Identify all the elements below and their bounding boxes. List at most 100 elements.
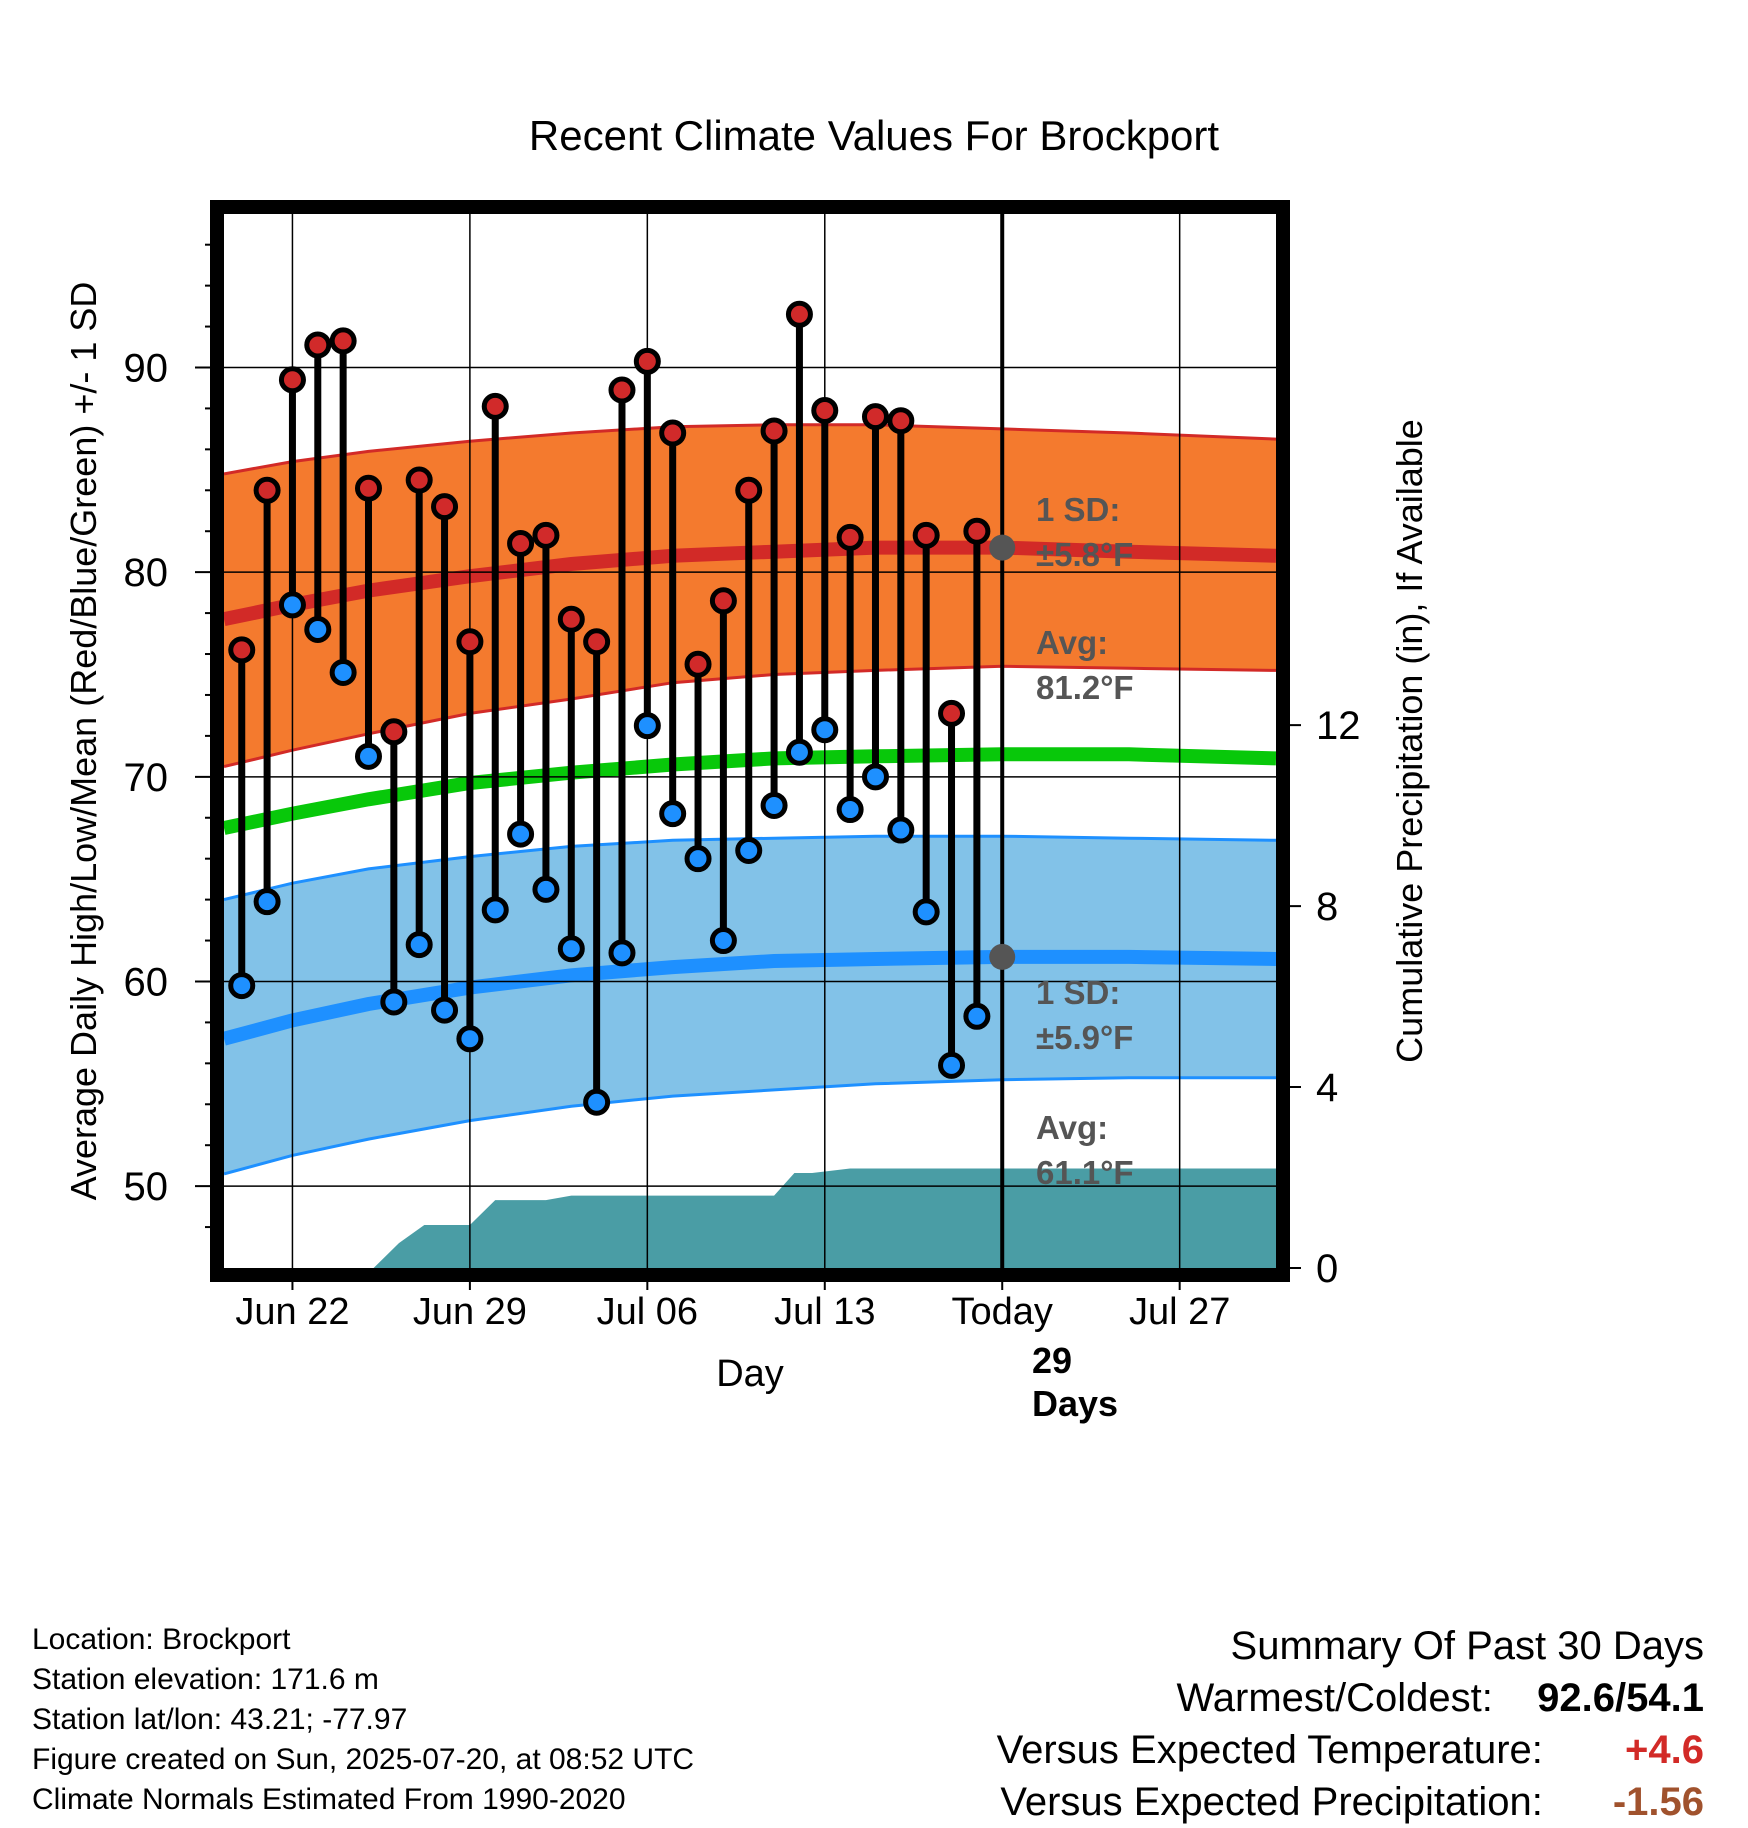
daily-high-point <box>684 650 712 678</box>
precip-label: Versus Expected Precipitation: <box>1000 1780 1543 1824</box>
daily-high-point <box>659 419 687 447</box>
summary-panel: Summary Of Past 30 Days Warmest/Coldest:… <box>997 1620 1704 1828</box>
y2-tick-label: 4 <box>1316 1066 1338 1110</box>
daily-high-point <box>633 347 661 375</box>
daily-high-point <box>861 403 889 431</box>
daily-high-point <box>481 392 509 420</box>
daily-high-point <box>912 521 940 549</box>
summary-warmest-coldest: Warmest/Coldest: 92.6/54.1 <box>997 1672 1705 1724</box>
daily-low-point <box>329 658 357 686</box>
daily-low-point <box>633 712 661 740</box>
daily-high-point <box>228 636 256 664</box>
x-tick-label: Today <box>952 1291 1053 1333</box>
y-axis-label: Average Daily High/Low/Mean (Red/Blue/Gr… <box>63 282 104 1201</box>
daily-high-point <box>963 517 991 545</box>
low-sd-value: ±5.9°F <box>1036 1019 1133 1056</box>
daily-low-point <box>608 939 636 967</box>
daily-low-point <box>760 791 788 819</box>
y-tick-label: 90 <box>124 346 169 390</box>
high-avg-value: 81.2°F <box>1036 669 1134 706</box>
daily-low-point <box>912 898 940 926</box>
low-avg-label: Avg: <box>1036 1109 1108 1146</box>
daily-low-point <box>836 796 864 824</box>
daily-low-point <box>380 988 408 1016</box>
daily-high-point <box>380 718 408 746</box>
daily-high-point <box>785 300 813 328</box>
location-text: Location: Brockport <box>32 1623 291 1656</box>
daily-low-point <box>557 935 585 963</box>
daily-low-point <box>304 615 332 643</box>
x-tick-label: Jun 29 <box>413 1291 527 1333</box>
plot-area <box>224 214 1276 1268</box>
warmest-coldest-value: 92.6/54.1 <box>1537 1676 1704 1720</box>
daily-high-point <box>405 466 433 494</box>
daily-low-point <box>684 845 712 873</box>
latlon-text: Station lat/lon: 43.21; -77.97 <box>32 1703 408 1736</box>
elevation-text: Station elevation: 171.6 m <box>32 1663 379 1696</box>
normal-low-band-lower-edge <box>224 1076 1276 1176</box>
low-avg-value: 61.1°F <box>1036 1154 1134 1191</box>
daily-high-point <box>608 376 636 404</box>
daily-high-point <box>532 521 560 549</box>
daily-low-point <box>963 1002 991 1030</box>
daily-low-point <box>278 591 306 619</box>
today-normal-low-marker <box>989 943 1016 970</box>
daily-high-point <box>887 407 915 435</box>
normal-low-band <box>224 836 1276 1174</box>
daily-high-point <box>507 530 535 558</box>
warmest-coldest-label: Warmest/Coldest: <box>1176 1676 1493 1720</box>
precip-value: -1.56 <box>1612 1780 1704 1824</box>
daily-low-point <box>532 875 560 903</box>
daily-low-point <box>735 836 763 864</box>
summary-precip: Versus Expected Precipitation: -1.56 <box>997 1776 1704 1828</box>
daily-high-point <box>253 476 281 504</box>
daily-low-point <box>709 927 737 955</box>
high-sd-label: 1 SD: <box>1036 491 1120 528</box>
daily-low-point <box>228 972 256 1000</box>
y-tick-label: 50 <box>124 1165 169 1209</box>
x-tick-label: Jul 13 <box>774 1291 875 1333</box>
daily-low-point <box>659 800 687 828</box>
daily-low-point <box>354 742 382 770</box>
high-sd-value: ±5.8°F <box>1036 536 1133 573</box>
normal-low-band-upper-edge <box>224 834 1276 902</box>
y-tick-label: 80 <box>124 551 169 595</box>
daily-low-point <box>431 996 459 1024</box>
plot-frame <box>210 200 1290 1282</box>
temp-value: +4.6 <box>1625 1728 1704 1772</box>
daily-low-point <box>507 820 535 848</box>
daily-high-point <box>938 699 966 727</box>
daily-low-point <box>785 738 813 766</box>
daily-low-point <box>253 888 281 916</box>
daily-high-point <box>557 605 585 633</box>
x-tick-label: Jun 22 <box>235 1291 349 1333</box>
temp-label: Versus Expected Temperature: <box>996 1728 1543 1772</box>
station-info: Location: Brockport Station elevation: 1… <box>32 1620 694 1820</box>
daily-low-point <box>861 763 889 791</box>
daily-low-point <box>405 931 433 959</box>
y-tick-label: 60 <box>124 960 169 1004</box>
x-tick-label: Jul 06 <box>597 1291 698 1333</box>
y2-tick-label: 8 <box>1316 885 1338 929</box>
daily-high-point <box>583 628 611 656</box>
summary-title: Summary Of Past 30 Days <box>1230 1624 1704 1668</box>
daily-low-point <box>583 1088 611 1116</box>
x-axis-label: Day <box>716 1353 784 1395</box>
days-word: Days <box>1032 1383 1118 1424</box>
normal-low-mean-line <box>224 949 1276 1046</box>
normals-text: Climate Normals Estimated From 1990-2020 <box>32 1783 626 1816</box>
daily-high-point <box>836 523 864 551</box>
days-count: 29 <box>1032 1340 1072 1381</box>
daily-high-point <box>735 476 763 504</box>
created-text: Figure created on Sun, 2025-07-20, at 08… <box>32 1743 695 1776</box>
daily-high-point <box>760 417 788 445</box>
chart-title: Recent Climate Values For Brockport <box>529 112 1219 159</box>
daily-high-point <box>709 587 737 615</box>
today-normal-high-marker <box>989 534 1016 561</box>
daily-high-point <box>811 396 839 424</box>
daily-high-point <box>329 327 357 355</box>
daily-low-point <box>938 1051 966 1079</box>
daily-low-point <box>887 816 915 844</box>
y2-tick-label: 0 <box>1316 1247 1338 1291</box>
daily-high-point <box>354 474 382 502</box>
